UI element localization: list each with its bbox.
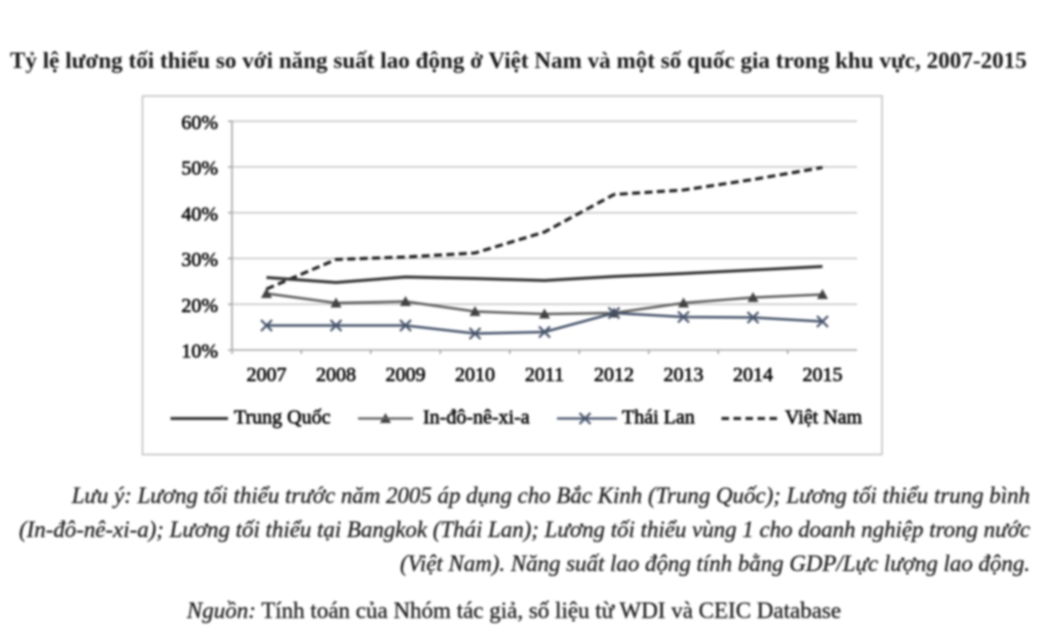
svg-text:2011: 2011	[525, 364, 564, 386]
svg-text:Việt Nam: Việt Nam	[785, 407, 863, 429]
svg-text:60%: 60%	[181, 112, 218, 134]
svg-text:50%: 50%	[181, 158, 218, 180]
svg-text:In-đô-nê-xi-a: In-đô-nê-xi-a	[423, 407, 530, 429]
svg-text:10%: 10%	[181, 341, 218, 363]
svg-text:2012: 2012	[594, 364, 634, 386]
svg-text:Trung Quốc: Trung Quốc	[234, 407, 331, 429]
svg-text:2007: 2007	[247, 364, 287, 386]
svg-text:2013: 2013	[664, 364, 704, 386]
svg-text:2008: 2008	[316, 364, 356, 386]
svg-text:2009: 2009	[386, 364, 426, 386]
svg-text:40%: 40%	[181, 203, 218, 225]
svg-text:2010: 2010	[455, 364, 495, 386]
svg-text:2015: 2015	[803, 364, 843, 386]
svg-text:Thái Lan: Thái Lan	[622, 407, 695, 429]
svg-text:20%: 20%	[181, 295, 218, 317]
svg-text:2014: 2014	[733, 364, 773, 386]
svg-text:30%: 30%	[181, 249, 218, 271]
